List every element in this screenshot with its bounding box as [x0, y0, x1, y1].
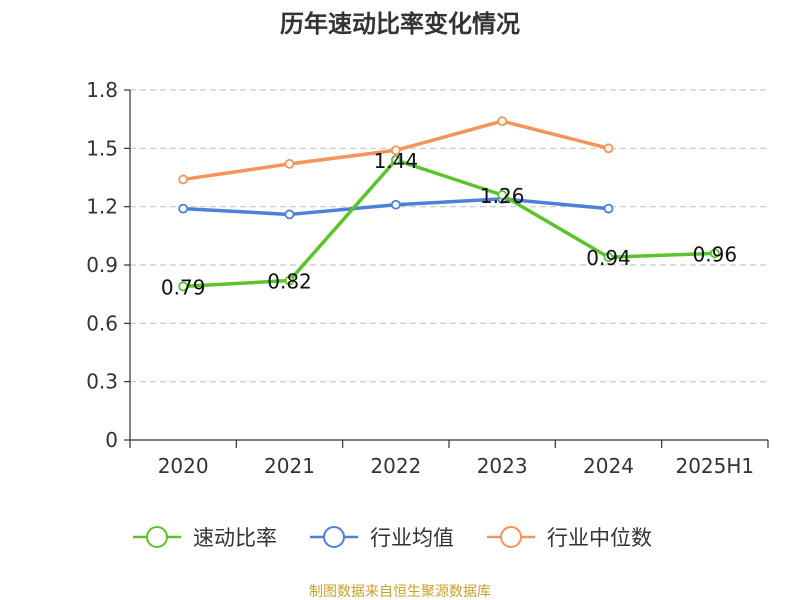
data-point: [390, 199, 401, 210]
data-point: [603, 252, 614, 263]
data-label: 0.79: [161, 275, 206, 299]
axes: 0 0.3 0.6 0.9 1.2 1.5 1.8 2020 2021 2022 2023 2024 2…: [86, 78, 769, 478]
x-tick-label: 2022: [370, 454, 421, 478]
data-point: [603, 203, 614, 214]
x-tick-label: 2025H1: [675, 454, 754, 478]
data-point: [178, 281, 189, 292]
data-point: [284, 275, 295, 286]
y-tick-label: 0.9: [86, 253, 118, 277]
data-point: [497, 116, 508, 127]
legend-item: 速动比率: [133, 526, 277, 550]
legend-marker: [323, 526, 345, 548]
data-point: [497, 190, 508, 200]
legend-label: 行业均值: [370, 526, 454, 550]
data-point: [709, 248, 720, 259]
x-tick-label: 2023: [477, 454, 528, 478]
y-tick-label: 0.6: [86, 311, 118, 335]
data-labels: 0.79 0.82 1.44 1.26 0.94 0.96: [161, 149, 737, 299]
data-label: 1.26: [480, 184, 525, 208]
data-label: 0.96: [693, 242, 738, 266]
x-tick-label: 2024: [583, 454, 634, 478]
y-tick-label: 0: [105, 428, 118, 452]
y-tick-label: 0.3: [86, 370, 118, 394]
legend: 速动比率 行业均值 行业中位数: [133, 526, 652, 550]
legend-label: 行业中位数: [547, 526, 652, 550]
y-tick-label: 1.8: [86, 78, 118, 102]
legend-marker: [146, 526, 168, 548]
series-layer: [178, 116, 720, 292]
x-tick-label: 2021: [264, 454, 315, 478]
chart-title: 历年速动比率变化情况: [280, 10, 520, 38]
data-label: 0.82: [267, 270, 312, 294]
data-point: [284, 209, 295, 220]
y-tick-label: 1.2: [86, 195, 118, 219]
data-point: [390, 155, 401, 165]
data-point: [390, 145, 401, 156]
series-line: [183, 158, 715, 289]
data-point: [603, 143, 614, 154]
grid-lines: [130, 89, 768, 383]
data-point: [178, 174, 189, 185]
x-tick-label: 2020: [158, 454, 209, 478]
y-tick-label: 1.5: [86, 136, 118, 160]
data-point: [284, 158, 295, 169]
legend-marker: [500, 526, 522, 548]
data-label: 0.94: [586, 246, 631, 270]
data-label: 1.44: [374, 149, 419, 173]
legend-item: 行业中位数: [487, 526, 652, 550]
legend-item: 行业均值: [310, 526, 454, 550]
footer-source: 制图数据来自恒生聚源数据库: [309, 584, 491, 600]
legend-label: 速动比率: [193, 526, 277, 550]
data-point: [178, 203, 189, 214]
